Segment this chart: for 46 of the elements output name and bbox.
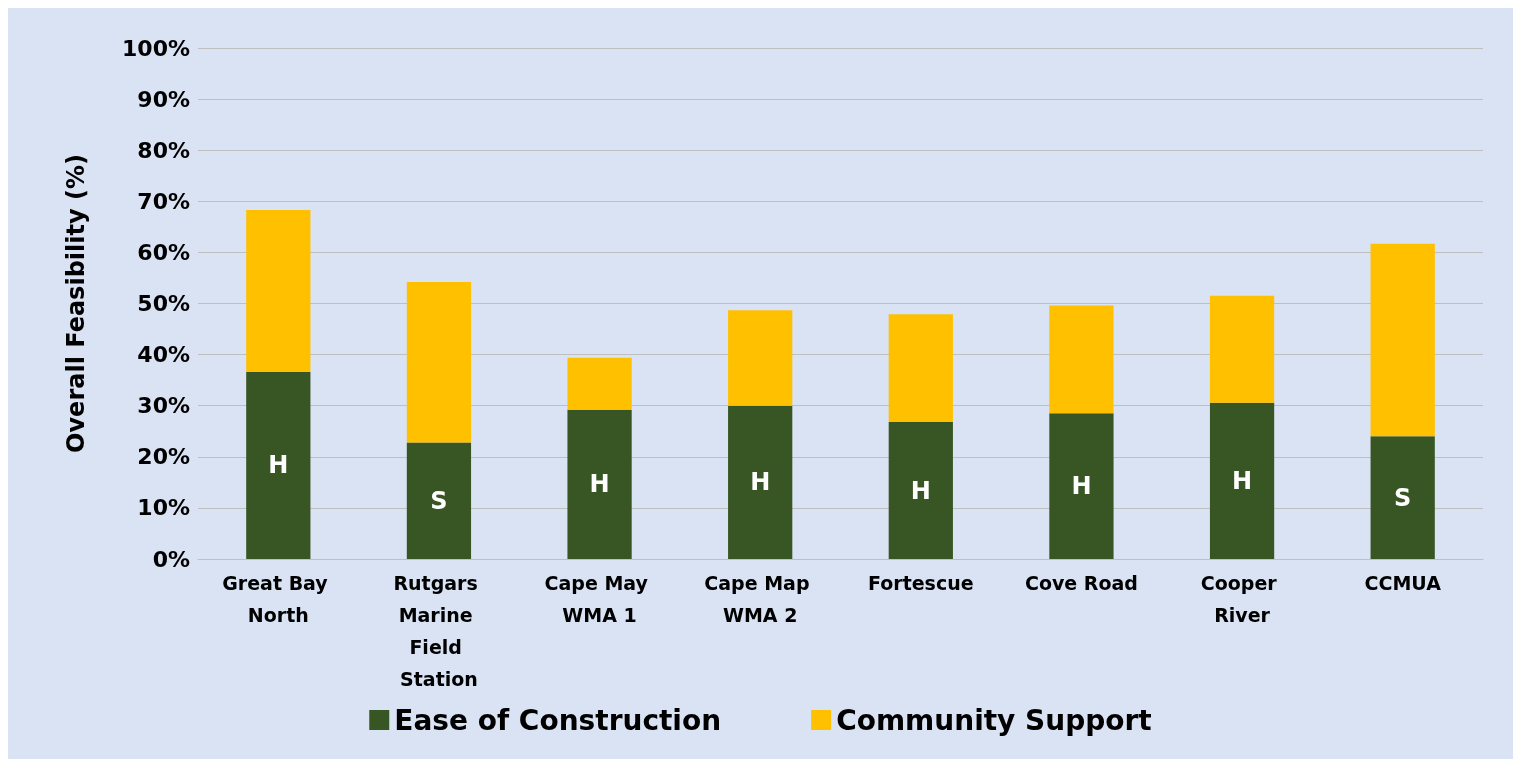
bar xyxy=(728,310,793,406)
bar xyxy=(406,442,472,559)
y-tick-label: 0% xyxy=(152,546,190,572)
x-tick-label: Cape May WMA 1 xyxy=(544,572,655,626)
y-tick-label: 70% xyxy=(137,188,190,214)
y-tick-label: 100% xyxy=(122,35,190,61)
bar xyxy=(406,282,472,443)
data-label: H xyxy=(1071,472,1092,501)
y-tick-label: 90% xyxy=(137,86,190,112)
data-label: S xyxy=(1394,483,1412,512)
bar xyxy=(888,422,953,559)
bar xyxy=(246,209,311,372)
x-tick-label: Cooper River xyxy=(1200,572,1284,626)
x-tick-label: Cove Road xyxy=(1024,572,1138,594)
x-tick-label: Cape Map WMA 2 xyxy=(704,572,817,626)
data-label: S xyxy=(430,486,448,515)
y-tick-label: 40% xyxy=(137,342,190,368)
data-label: H xyxy=(750,468,771,497)
y-axis-title: Overall Feasibility (%) xyxy=(62,154,90,453)
bar xyxy=(1370,243,1435,437)
x-tick-label: Fortescue xyxy=(868,572,974,594)
bar xyxy=(728,405,793,559)
data-label: H xyxy=(1232,466,1253,495)
data-label: H xyxy=(589,470,610,499)
bar xyxy=(246,371,311,559)
x-tick-label: Great Bay North xyxy=(222,572,335,626)
bar xyxy=(567,409,632,559)
data-label: H xyxy=(268,451,289,480)
bar xyxy=(1049,305,1114,414)
bar xyxy=(1049,413,1114,559)
bar xyxy=(888,314,953,423)
y-tick-label: 80% xyxy=(137,137,190,163)
bar xyxy=(1370,436,1435,559)
bar xyxy=(567,357,632,410)
y-tick-label: 60% xyxy=(137,239,190,265)
legend-label: Ease of Construction xyxy=(394,703,722,737)
bar xyxy=(1209,295,1275,403)
x-tick-label: CCMUA xyxy=(1364,572,1442,594)
x-tick-label: Rutgars Marine Field Station xyxy=(393,572,485,690)
bar xyxy=(1209,402,1275,559)
y-tick-label: 30% xyxy=(137,393,190,419)
legend-label: Community Support xyxy=(836,703,1152,737)
y-tick-label: 20% xyxy=(137,444,190,470)
y-tick-label: 10% xyxy=(137,495,190,521)
y-tick-label: 50% xyxy=(137,291,190,316)
data-label: H xyxy=(910,476,931,505)
